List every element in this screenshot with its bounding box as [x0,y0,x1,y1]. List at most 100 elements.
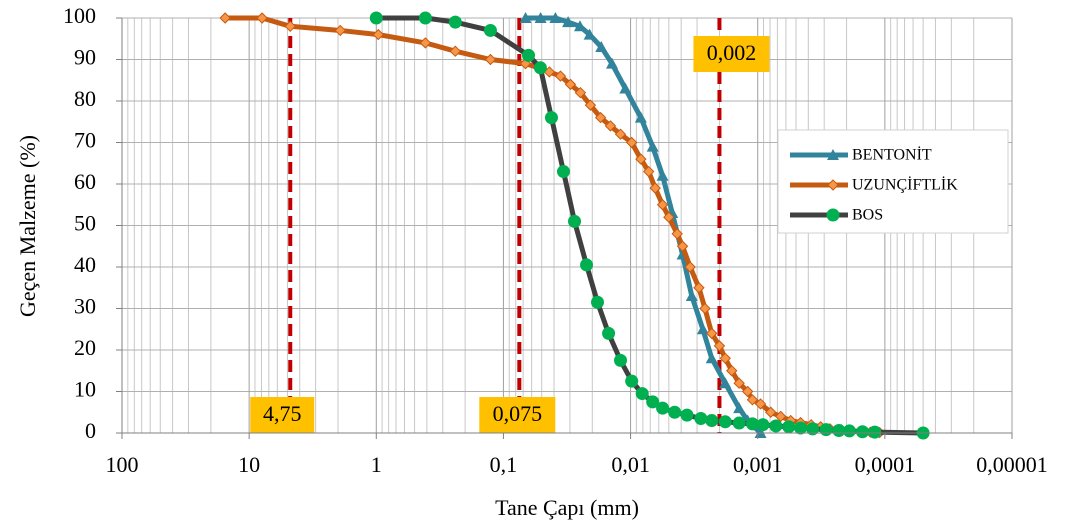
marker [782,420,796,434]
marker [832,424,846,438]
x-tick-label: 0,1 [490,452,518,477]
marker [756,418,770,432]
marker [594,111,607,124]
marker [745,417,759,431]
marker [733,377,745,389]
marker [625,136,638,149]
marker [219,12,231,24]
marker [656,199,669,211]
y-tick-label: 60 [74,169,96,194]
marker [794,421,808,435]
marker [625,374,639,388]
marker [765,406,777,418]
reference-label-box [479,397,556,433]
marker [484,53,497,66]
marker [533,61,547,75]
marker [741,385,754,398]
marker [448,15,462,29]
reference-label-box [250,397,315,433]
x-axis-title: Tane Çapı (mm) [495,495,639,520]
marker [580,258,594,272]
marker [591,295,605,309]
marker [819,423,833,437]
marker [449,45,462,57]
y-axis-title: Geçen Malzeme (%) [15,135,40,317]
marker [419,37,432,49]
marker [719,377,732,389]
marker [643,165,655,178]
marker [534,12,547,23]
marker [684,261,696,273]
marker [372,28,385,41]
marker [284,20,296,33]
marker [614,353,628,367]
marker [719,352,731,365]
marker [573,20,586,32]
x-tick-label: 0,00001 [976,452,1048,477]
marker [519,12,532,23]
marker [634,111,647,123]
marker [646,395,660,409]
marker [656,401,670,415]
y-tick-label: 80 [74,86,96,111]
marker [663,211,675,223]
y-tick-label: 40 [74,252,96,277]
marker [584,99,597,111]
x-tick-label: 0,01 [611,452,650,477]
marker [483,23,497,37]
marker [774,410,787,423]
marker [549,12,562,23]
marker [827,179,839,191]
marker [713,340,726,352]
marker [855,425,869,439]
marker [635,153,647,165]
reference-label: 4,75 [263,401,302,426]
marker [646,140,659,152]
marker [693,282,705,294]
marker [826,208,840,222]
marker [256,12,268,24]
marker [668,405,682,419]
marker [418,11,432,25]
marker [562,16,575,28]
marker [705,352,718,364]
marker [699,302,711,315]
marker [519,57,532,70]
x-tick-label: 0,0001 [855,452,916,477]
y-tick-label: 100 [63,3,96,28]
marker [706,327,718,340]
marker [685,290,698,302]
marker [705,414,719,428]
marker [522,48,536,62]
marker [868,425,882,439]
marker [635,387,649,401]
reference-label: 0,075 [493,401,543,426]
marker [556,165,570,179]
marker [732,416,746,430]
marker [574,86,587,99]
y-tick-label: 20 [74,335,96,360]
legend: BENTONİT UZUNÇİFTLİK BOS [777,129,1009,234]
x-tick-label: 1 [371,452,382,477]
marker [568,214,582,228]
reference-label-box [693,36,770,72]
marker [544,111,558,125]
y-tick-label: 90 [74,45,96,70]
reference-label: 0,002 [707,40,757,65]
y-tick-label: 0 [85,418,96,443]
marker [583,28,596,40]
marker [696,323,709,335]
marker [564,78,577,91]
marker [649,182,661,194]
legend-label: UZUNÇİFTLİK [852,176,958,194]
legend-label: BENTONİT [852,146,932,164]
marker [656,169,669,181]
marker [334,24,346,37]
marker [827,149,839,160]
marker [676,240,689,252]
marker [746,394,759,406]
marker [619,82,632,94]
plot-series [219,11,930,440]
marker [694,411,708,425]
